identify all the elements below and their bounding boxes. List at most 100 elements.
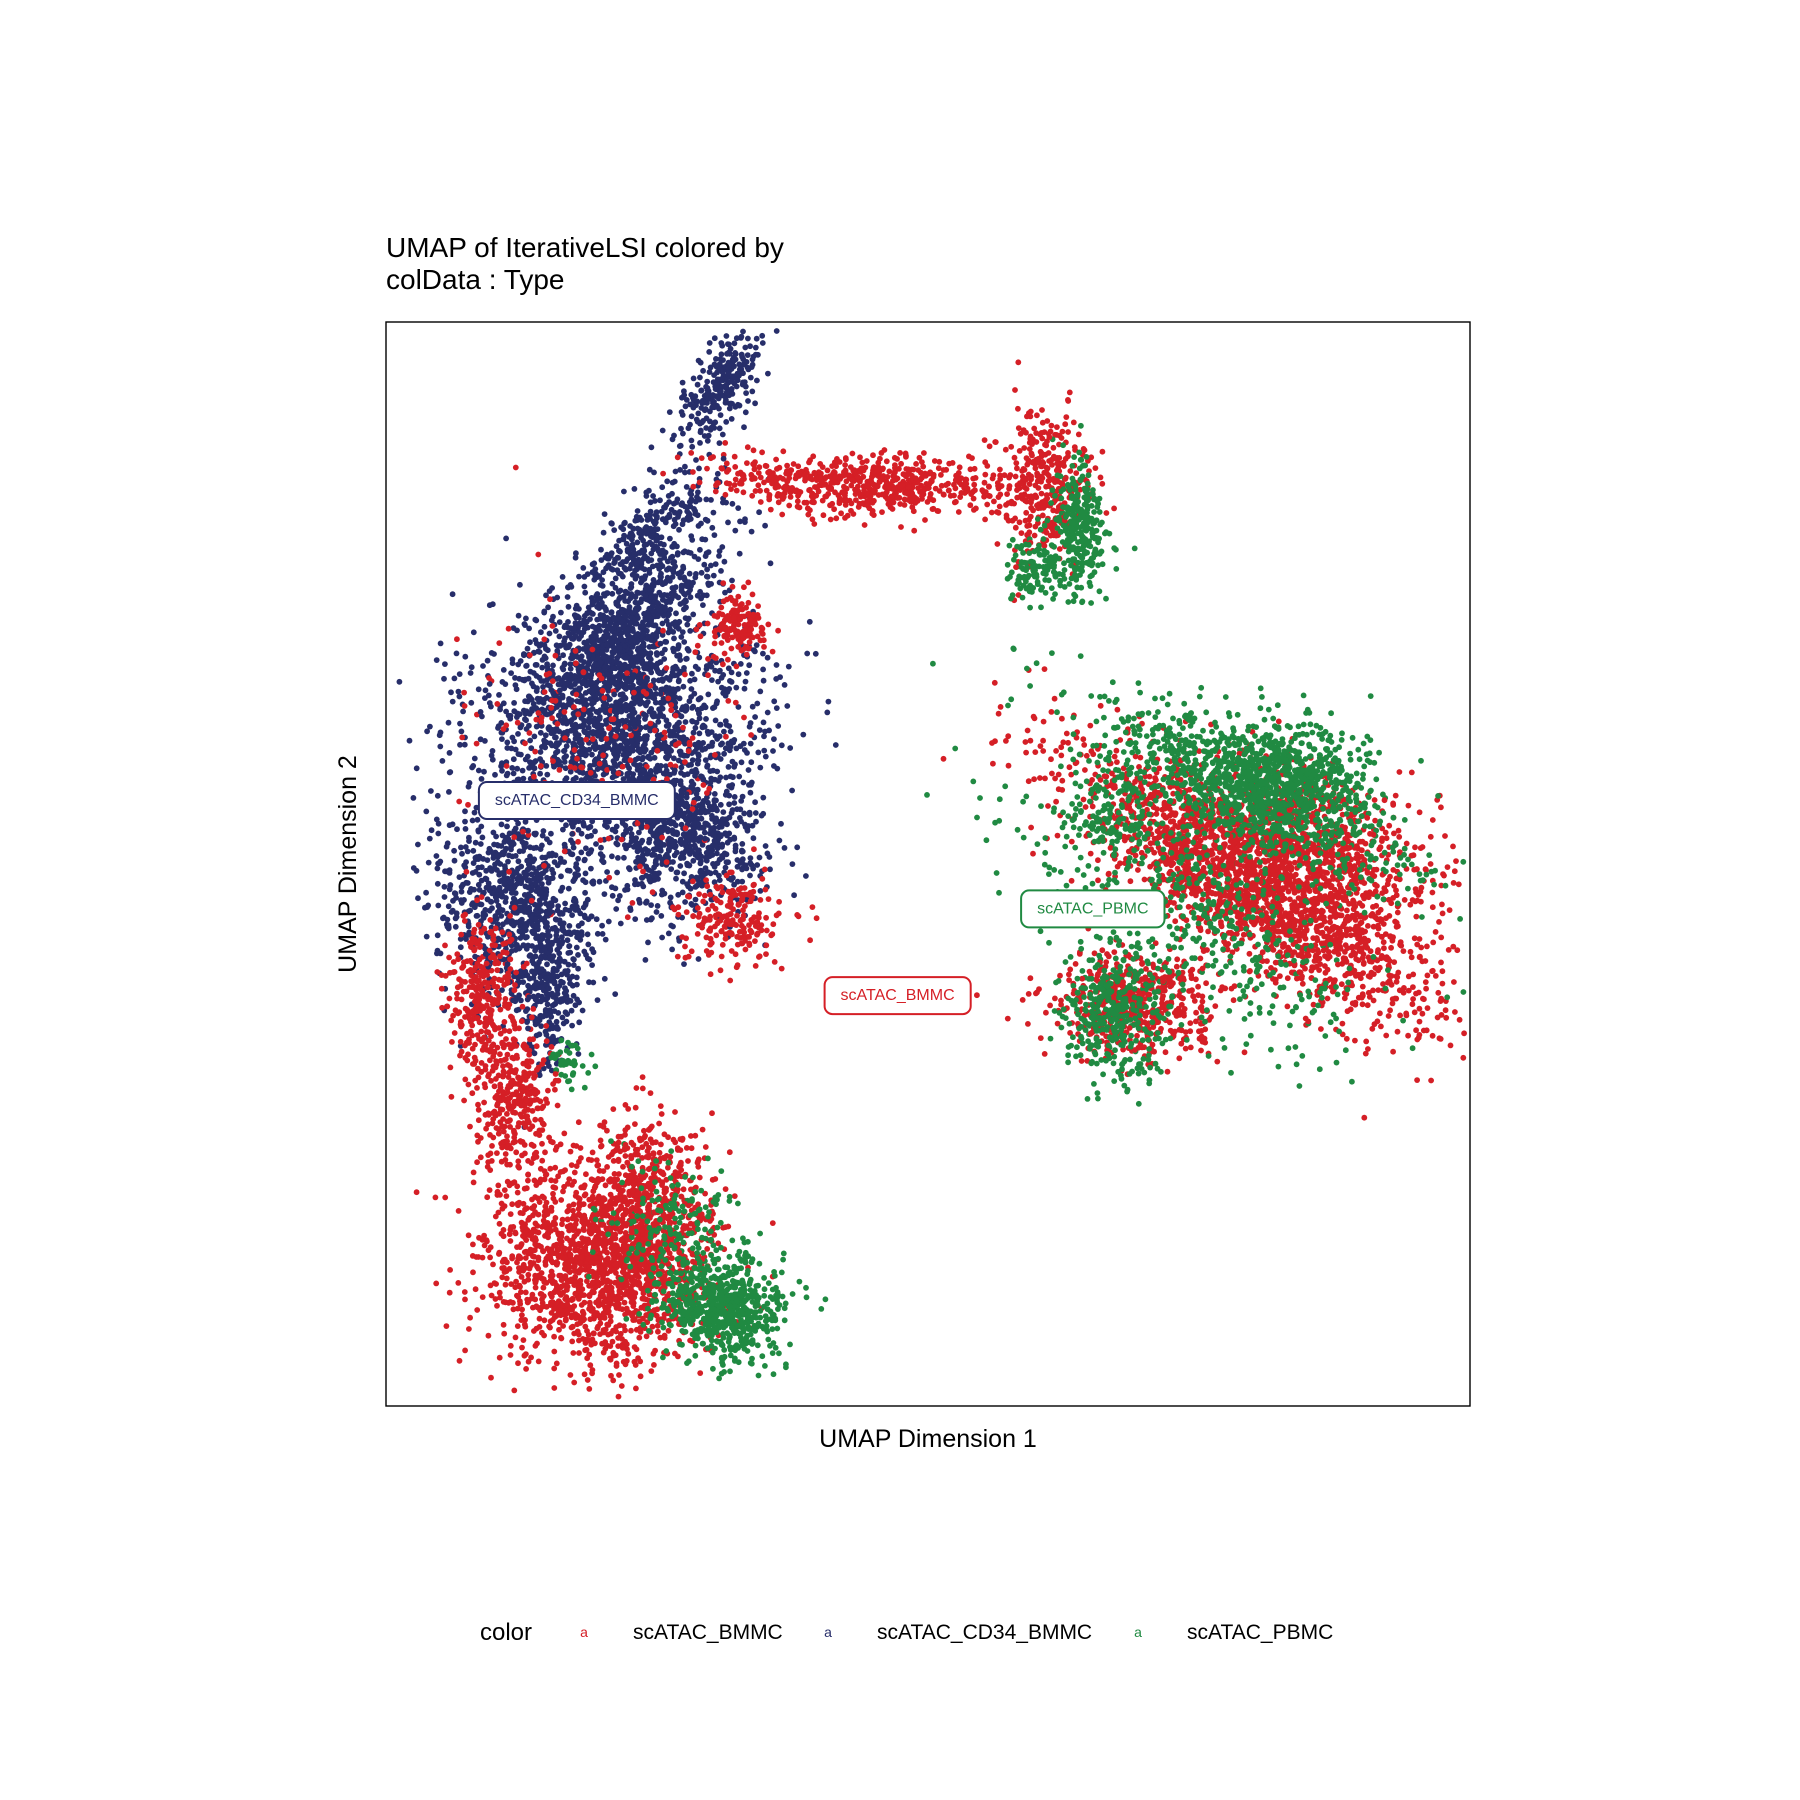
point-scATAC_CD34_BMMC	[627, 595, 634, 602]
point-scATAC_CD34_BMMC	[725, 764, 732, 770]
point-scATAC_CD34_BMMC	[670, 686, 676, 693]
point-scATAC_CD34_BMMC	[726, 801, 732, 808]
point-scATAC_CD34_BMMC	[691, 813, 698, 819]
point-scATAC_CD34_BMMC	[575, 1051, 582, 1057]
point-scATAC_BMMC	[956, 464, 963, 471]
point-scATAC_CD34_BMMC	[646, 644, 653, 650]
point-scATAC_CD34_BMMC	[511, 708, 518, 715]
point-scATAC_CD34_BMMC	[578, 830, 585, 837]
point-scATAC_CD34_BMMC	[752, 799, 758, 806]
point-scATAC_BMMC	[1053, 748, 1059, 754]
point-scATAC_CD34_BMMC	[673, 875, 679, 882]
point-scATAC_CD34_BMMC	[761, 733, 767, 740]
point-scATAC_CD34_BMMC	[543, 891, 549, 898]
point-scATAC_CD34_BMMC	[552, 734, 558, 741]
point-scATAC_CD34_BMMC	[544, 961, 550, 968]
point-scATAC_CD34_BMMC	[669, 479, 676, 486]
point-scATAC_CD34_BMMC	[688, 491, 695, 498]
point-scATAC_CD34_BMMC	[732, 527, 739, 534]
point-scATAC_CD34_BMMC	[601, 604, 608, 610]
point-scATAC_CD34_BMMC	[517, 581, 523, 588]
point-scATAC_BMMC	[1082, 767, 1088, 773]
point-scATAC_CD34_BMMC	[581, 574, 588, 580]
point-scATAC_CD34_BMMC	[741, 379, 748, 385]
point-scATAC_CD34_BMMC	[452, 923, 459, 930]
point-scATAC_CD34_BMMC	[767, 866, 773, 873]
point-scATAC_BMMC	[622, 1153, 629, 1159]
point-scATAC_CD34_BMMC	[682, 403, 689, 410]
chart-subtitle: colData : Type	[386, 264, 564, 295]
point-scATAC_CD34_BMMC	[565, 961, 572, 968]
point-scATAC_CD34_BMMC	[686, 570, 693, 577]
point-scATAC_CD34_BMMC	[766, 854, 773, 860]
point-scATAC_BMMC	[1099, 947, 1106, 954]
point-scATAC_CD34_BMMC	[508, 948, 515, 954]
point-scATAC_CD34_BMMC	[680, 563, 686, 570]
point-scATAC_CD34_BMMC	[519, 767, 526, 774]
point-scATAC_CD34_BMMC	[680, 683, 687, 690]
point-scATAC_BMMC	[1359, 1001, 1366, 1008]
point-scATAC_CD34_BMMC	[621, 532, 627, 539]
point-scATAC_CD34_BMMC	[670, 523, 677, 530]
point-scATAC_CD34_BMMC	[705, 799, 711, 806]
point-scATAC_CD34_BMMC	[672, 509, 678, 516]
point-scATAC_CD34_BMMC	[803, 873, 809, 879]
point-scATAC_CD34_BMMC	[660, 547, 666, 554]
point-scATAC_CD34_BMMC	[709, 677, 715, 683]
point-scATAC_CD34_BMMC	[744, 750, 750, 756]
point-scATAC_CD34_BMMC	[824, 709, 831, 716]
point-scATAC_CD34_BMMC	[573, 613, 580, 619]
point-scATAC_CD34_BMMC	[745, 398, 751, 404]
point-scATAC_CD34_BMMC	[437, 743, 444, 750]
point-scATAC_CD34_BMMC	[484, 657, 491, 664]
point-scATAC_BMMC	[988, 509, 995, 516]
point-scATAC_CD34_BMMC	[512, 682, 519, 688]
point-scATAC_CD34_BMMC	[734, 822, 740, 829]
point-scATAC_BMMC	[576, 1350, 582, 1356]
point-scATAC_CD34_BMMC	[746, 811, 753, 818]
point-scATAC_CD34_BMMC	[710, 572, 717, 579]
point-scATAC_CD34_BMMC	[652, 498, 658, 504]
point-scATAC_BMMC	[877, 455, 883, 462]
point-scATAC_CD34_BMMC	[613, 840, 620, 847]
point-scATAC_CD34_BMMC	[686, 698, 693, 705]
point-scATAC_CD34_BMMC	[442, 661, 448, 667]
point-scATAC_BMMC	[731, 482, 738, 488]
point-scATAC_CD34_BMMC	[657, 691, 664, 697]
point-scATAC_CD34_BMMC	[706, 340, 713, 346]
point-scATAC_BMMC	[520, 1337, 527, 1343]
point-scATAC_CD34_BMMC	[525, 1025, 531, 1032]
point-scATAC_CD34_BMMC	[602, 936, 609, 943]
point-scATAC_CD34_BMMC	[428, 788, 434, 794]
point-scATAC_CD34_BMMC	[475, 686, 482, 693]
point-scATAC_CD34_BMMC	[497, 861, 504, 867]
point-scATAC_CD34_BMMC	[646, 466, 653, 473]
point-scATAC_CD34_BMMC	[456, 671, 463, 677]
point-scATAC_CD34_BMMC	[659, 596, 666, 603]
point-scATAC_CD34_BMMC	[729, 807, 736, 813]
point-scATAC_CD34_BMMC	[784, 703, 791, 709]
point-scATAC_CD34_BMMC	[653, 909, 660, 915]
point-scATAC_CD34_BMMC	[605, 918, 612, 925]
point-scATAC_CD34_BMMC	[504, 739, 511, 746]
point-scATAC_CD34_BMMC	[470, 763, 477, 769]
point-scATAC_CD34_BMMC	[536, 1031, 543, 1038]
point-scATAC_CD34_BMMC	[575, 952, 581, 958]
point-scATAC_CD34_BMMC	[729, 577, 735, 584]
point-scATAC_CD34_BMMC	[552, 628, 559, 634]
point-scATAC_CD34_BMMC	[789, 861, 796, 867]
point-scATAC_CD34_BMMC	[542, 732, 549, 739]
point-scATAC_CD34_BMMC	[677, 863, 684, 869]
point-scATAC_CD34_BMMC	[685, 615, 692, 622]
point-scATAC_BMMC	[616, 1372, 622, 1378]
point-scATAC_CD34_BMMC	[697, 427, 704, 434]
point-scATAC_CD34_BMMC	[681, 639, 688, 645]
point-scATAC_CD34_BMMC	[539, 881, 545, 887]
point-scATAC_CD34_BMMC	[406, 737, 413, 744]
point-scATAC_CD34_BMMC	[604, 824, 610, 830]
point-scATAC_CD34_BMMC	[560, 652, 566, 659]
point-scATAC_BMMC	[1428, 1077, 1434, 1084]
point-scATAC_CD34_BMMC	[723, 419, 730, 425]
point-scATAC_BMMC	[718, 953, 725, 960]
point-scATAC_CD34_BMMC	[714, 470, 721, 477]
